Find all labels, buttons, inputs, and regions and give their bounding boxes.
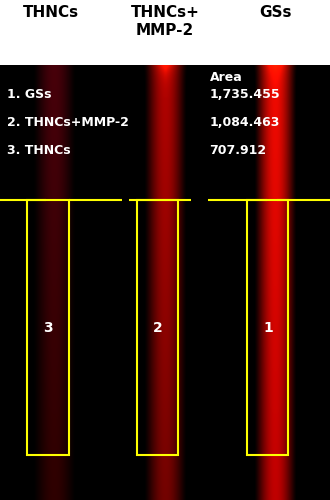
Bar bbox=[0, 0, 330, 65]
Text: THNCs+
MMP-2: THNCs+ MMP-2 bbox=[131, 5, 199, 38]
Text: 1,735.455: 1,735.455 bbox=[210, 88, 280, 102]
Text: 2: 2 bbox=[153, 320, 163, 334]
Bar bbox=[137, 200, 178, 455]
Text: Area: Area bbox=[210, 71, 242, 84]
Bar bbox=[27, 200, 69, 455]
Text: 1. GSs: 1. GSs bbox=[7, 88, 51, 102]
Text: 3: 3 bbox=[43, 320, 53, 334]
Text: 1,084.463: 1,084.463 bbox=[210, 116, 280, 129]
Text: 1: 1 bbox=[263, 320, 273, 334]
Bar bbox=[247, 200, 288, 455]
Text: 707.912: 707.912 bbox=[210, 144, 267, 156]
Text: THNCs: THNCs bbox=[23, 5, 79, 20]
Text: 2. THNCs+MMP-2: 2. THNCs+MMP-2 bbox=[7, 116, 128, 129]
Text: GSs: GSs bbox=[259, 5, 292, 20]
Text: 3. THNCs: 3. THNCs bbox=[7, 144, 70, 156]
